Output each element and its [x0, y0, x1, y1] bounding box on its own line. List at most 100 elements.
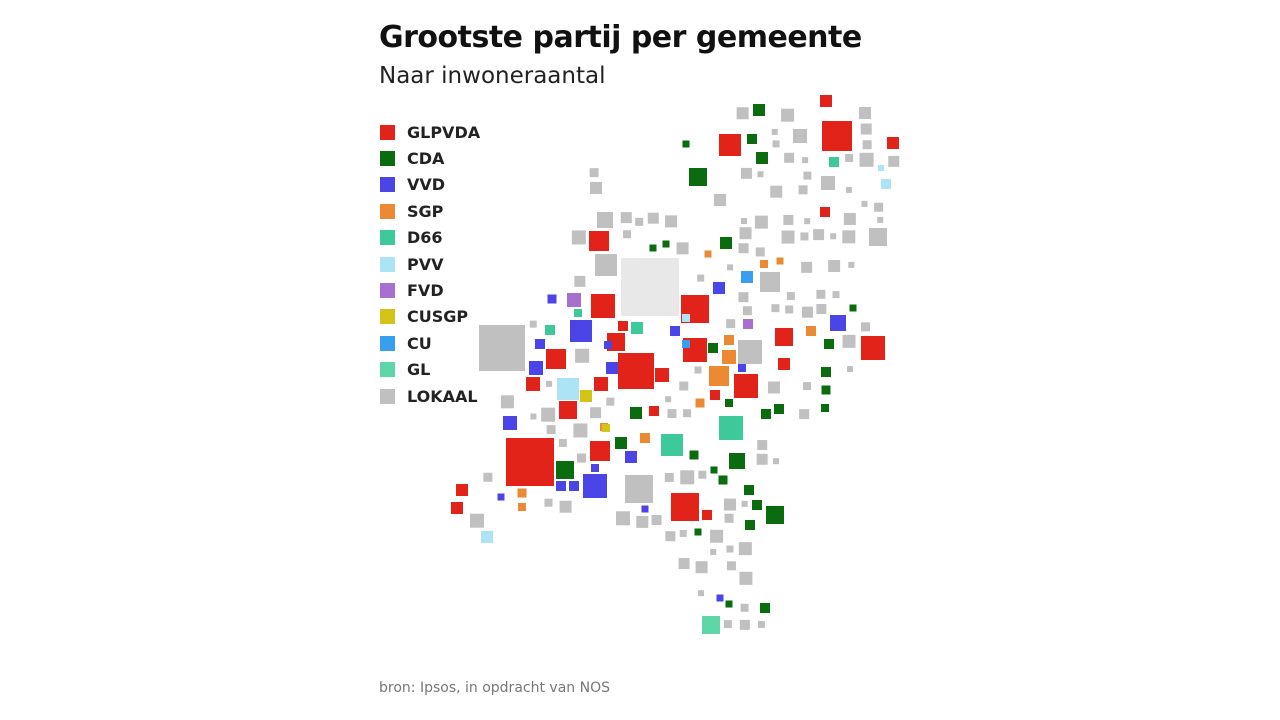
municipality [726, 545, 734, 553]
municipality [874, 202, 884, 212]
municipality [869, 228, 887, 246]
municipality [556, 481, 566, 491]
municipality [816, 289, 826, 299]
municipality [824, 339, 834, 349]
municipality [640, 433, 650, 443]
municipality [545, 325, 555, 335]
legend-item: GL [380, 357, 480, 383]
municipality [697, 274, 705, 282]
legend-swatch [380, 177, 395, 193]
municipality [830, 315, 846, 331]
municipality [756, 453, 768, 465]
legend-item: CU [380, 330, 480, 356]
municipality [714, 194, 726, 206]
municipality [689, 168, 707, 186]
municipality [682, 340, 690, 348]
municipality [546, 425, 556, 435]
municipality [752, 500, 762, 510]
municipality [698, 470, 707, 479]
legend-label: CUSGP [407, 307, 469, 327]
municipality [842, 230, 856, 244]
municipality [535, 339, 545, 349]
legend-label: GL [407, 360, 431, 380]
municipality [802, 157, 809, 164]
legend-swatch [380, 362, 395, 378]
municipality [583, 474, 607, 498]
municipality [716, 594, 724, 602]
municipality [784, 152, 795, 163]
legend-label: SGP [407, 201, 444, 221]
legend-label: FVD [407, 281, 444, 301]
municipality [740, 218, 747, 225]
municipality [544, 498, 553, 507]
municipality [702, 616, 720, 634]
municipality [546, 380, 553, 387]
municipality [606, 362, 618, 374]
municipality [778, 358, 790, 370]
municipality [694, 366, 702, 374]
municipality [845, 154, 854, 163]
municipality [757, 171, 764, 178]
municipality [590, 182, 602, 194]
municipality [680, 470, 695, 485]
municipality [726, 561, 736, 571]
legend-swatch [380, 203, 395, 219]
municipality [842, 334, 856, 348]
municipality [708, 343, 718, 353]
municipality [529, 361, 543, 375]
municipality [821, 176, 835, 190]
municipality [742, 306, 752, 316]
municipality [738, 542, 752, 556]
municipality [785, 305, 794, 314]
municipality [822, 121, 852, 151]
municipality [547, 294, 557, 304]
legend-label: CDA [407, 149, 445, 169]
municipality [738, 364, 746, 372]
municipality [481, 531, 493, 543]
municipality [695, 398, 705, 408]
municipality [843, 212, 856, 225]
municipality [451, 502, 463, 514]
municipality [771, 304, 780, 313]
municipality [813, 229, 825, 241]
municipality [604, 341, 612, 349]
municipality [747, 134, 757, 144]
municipality [829, 157, 839, 167]
municipality [541, 407, 556, 422]
municipality [738, 292, 749, 303]
legend-swatch [380, 230, 395, 246]
legend-item: SGP [380, 198, 480, 224]
legend-label: PVV [407, 254, 444, 274]
municipality [801, 261, 813, 273]
municipality [695, 561, 708, 574]
municipality [595, 254, 617, 276]
legend-item: LOKAAL [380, 383, 480, 409]
legend-label: GLPVDA [407, 122, 481, 142]
municipality [665, 531, 676, 542]
legend-item: CUSGP [380, 304, 480, 330]
municipality [800, 232, 809, 241]
municipality [881, 179, 891, 189]
municipality [649, 244, 657, 252]
municipality [739, 571, 753, 585]
municipality [720, 237, 732, 249]
municipality [776, 257, 784, 265]
legend-item: VVD [380, 172, 480, 198]
municipality [849, 304, 857, 312]
municipality [526, 377, 540, 391]
municipality [620, 212, 632, 224]
municipality [615, 437, 627, 449]
municipality [569, 481, 579, 491]
municipality [793, 129, 807, 143]
municipality [774, 404, 784, 414]
municipality [723, 620, 732, 629]
municipality [665, 396, 672, 403]
municipality [678, 558, 690, 570]
municipality [771, 128, 778, 135]
municipality [567, 293, 581, 307]
municipality [651, 515, 662, 526]
municipality [606, 397, 615, 406]
municipality [698, 590, 705, 597]
municipality [661, 434, 683, 456]
municipality [591, 464, 599, 472]
